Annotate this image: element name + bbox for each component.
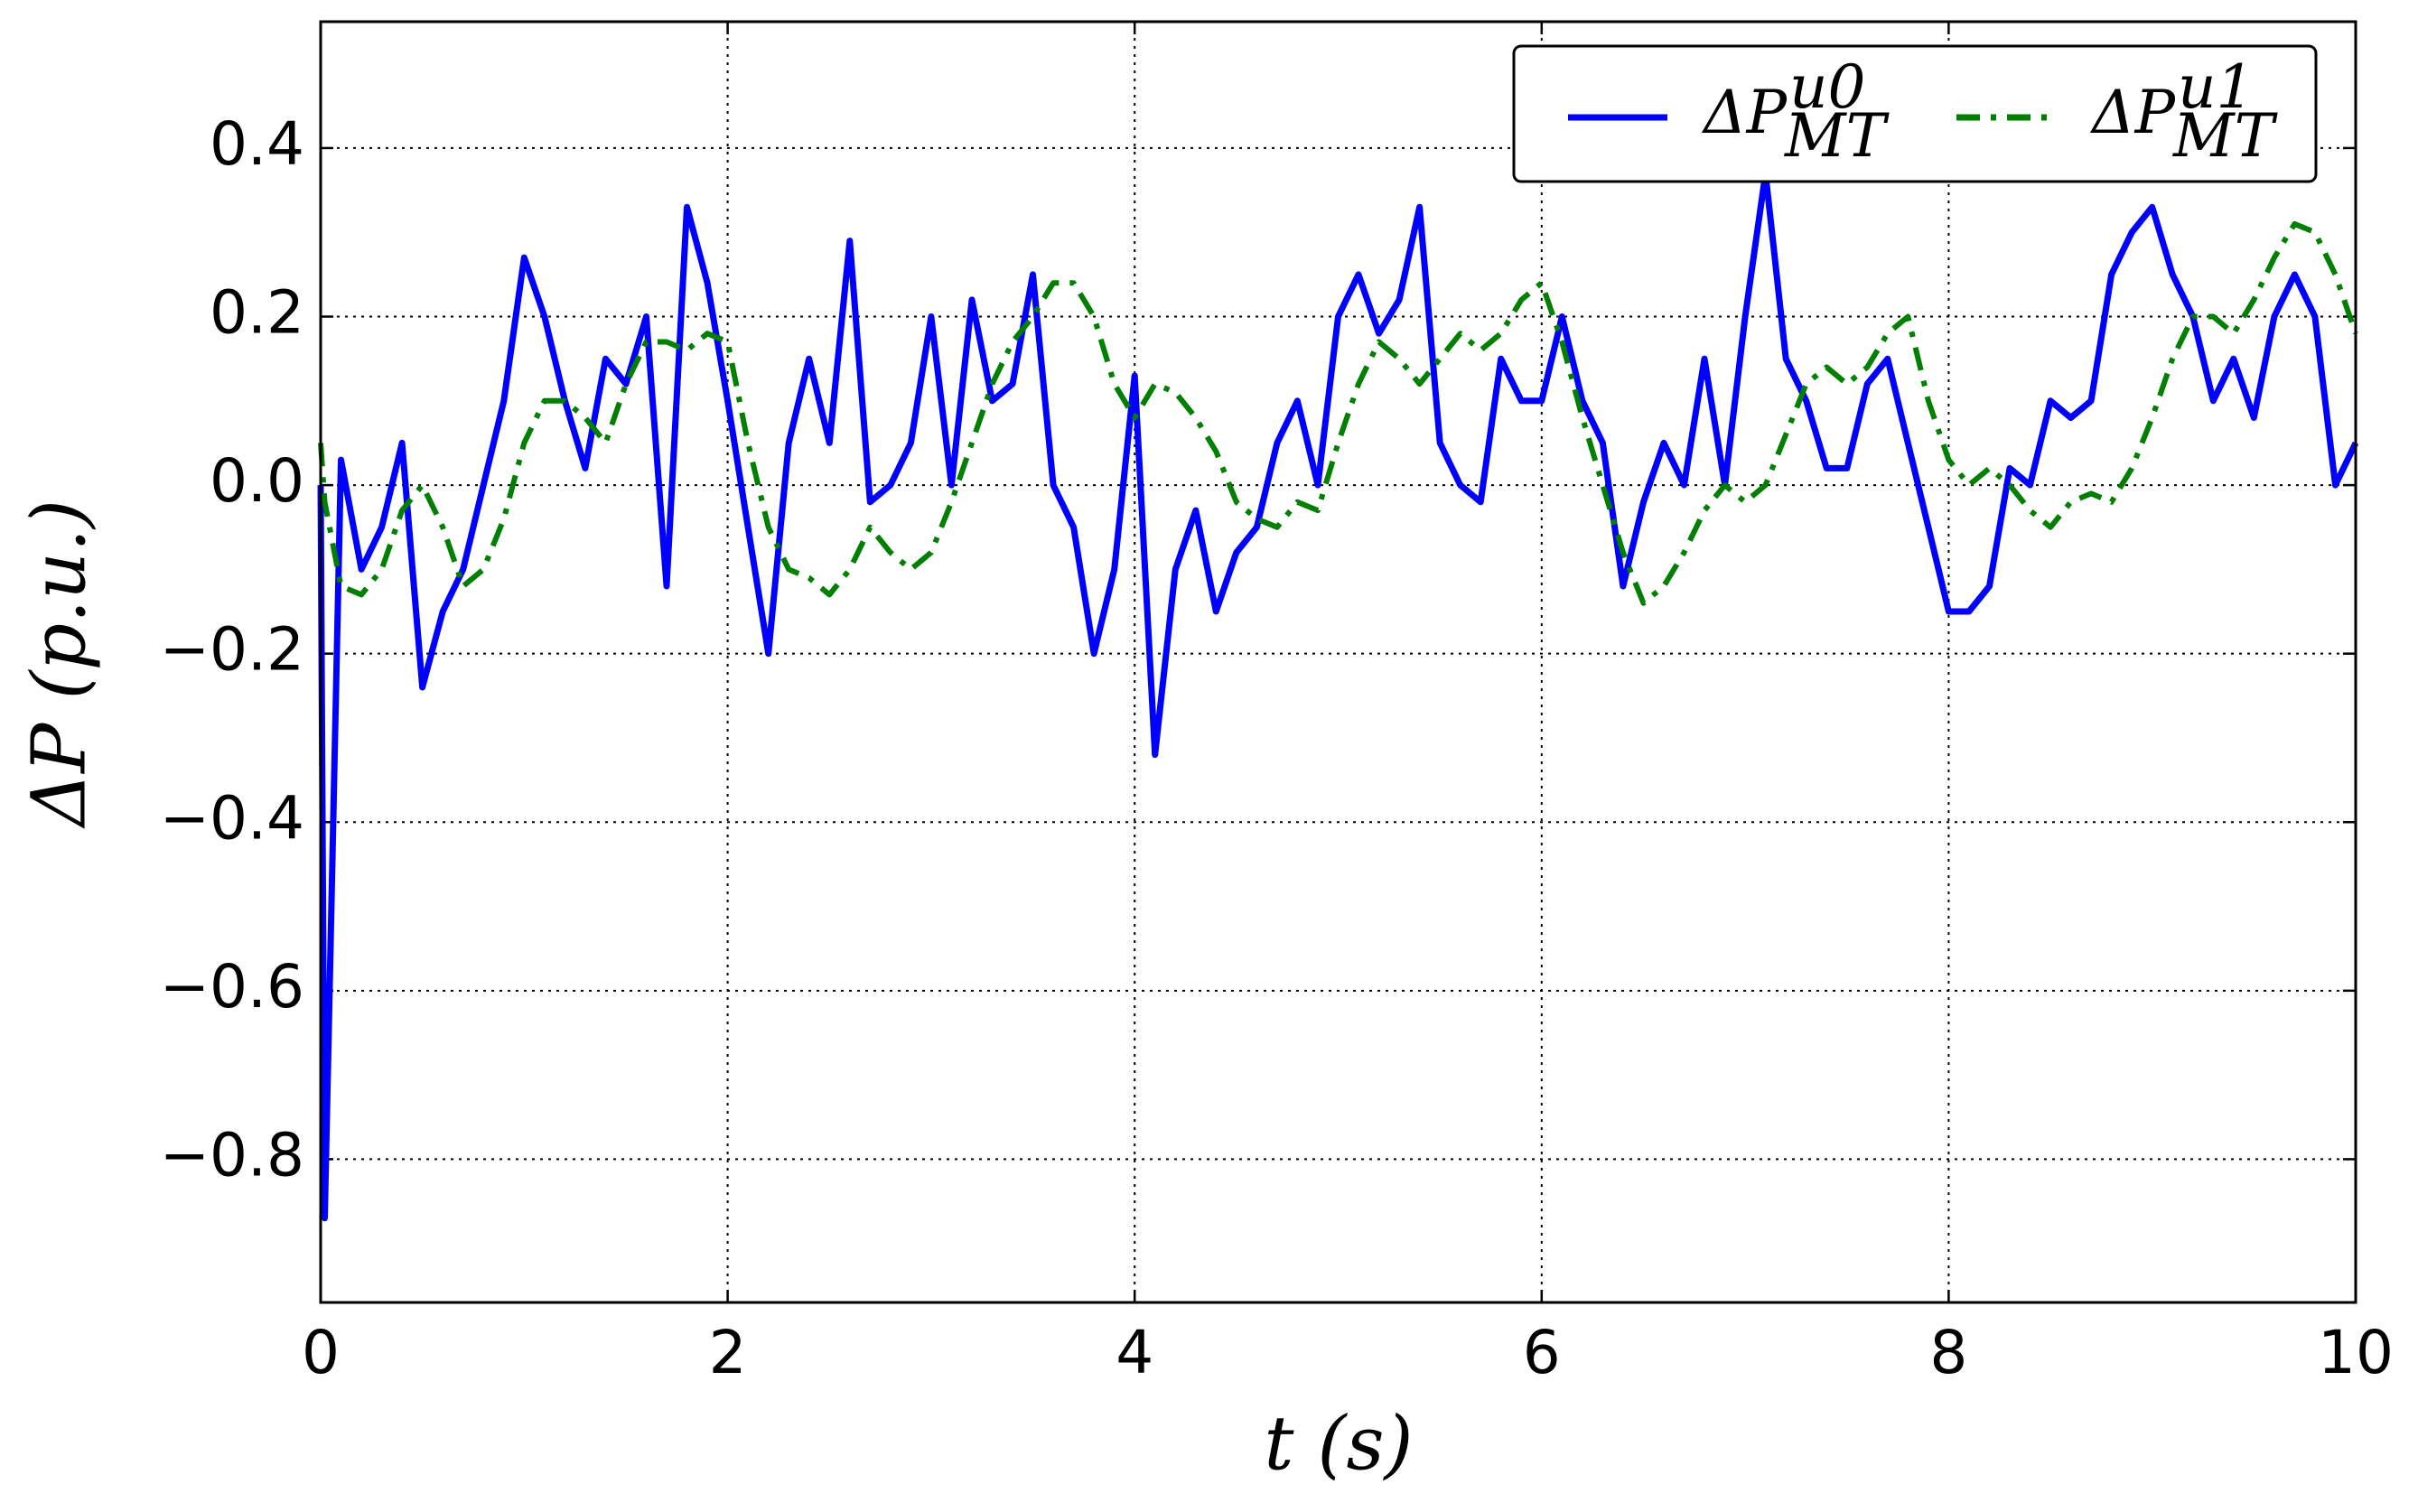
legend-sup: u1: [2178, 52, 2255, 122]
y-tick-label: 0.4: [210, 109, 304, 179]
legend-label: ΔP: [1701, 78, 1788, 147]
x-tick-label: 4: [1116, 1318, 1153, 1387]
y-tick-label: −0.6: [160, 952, 304, 1022]
x-axis-label: t (s): [1264, 1402, 1413, 1488]
x-tick-label: 10: [2318, 1318, 2394, 1387]
y-axis-label: ΔP (p.u.): [17, 499, 103, 829]
y-tick-label: −0.4: [160, 783, 304, 853]
data-line: [318, 220, 2358, 606]
plot-frame: [319, 20, 2357, 1304]
legend-sup: u0: [1789, 52, 1866, 122]
x-tick-label: 0: [302, 1318, 340, 1387]
legend-sub: MT: [2172, 101, 2279, 171]
legend-label: ΔP: [2089, 78, 2177, 147]
x-tick-label: 6: [1523, 1318, 1561, 1387]
y-tick-label: −0.2: [160, 615, 304, 685]
x-tick-label: 2: [709, 1318, 747, 1387]
y-tick-label: 0.0: [210, 446, 304, 516]
data-line: [317, 170, 2359, 1222]
legend-box: [1512, 44, 2318, 183]
y-tick-label: −0.8: [160, 1120, 304, 1190]
legend-sub: MT: [1784, 101, 1891, 171]
y-tick-label: 0.2: [210, 278, 304, 348]
x-tick-label: 8: [1929, 1318, 1967, 1387]
